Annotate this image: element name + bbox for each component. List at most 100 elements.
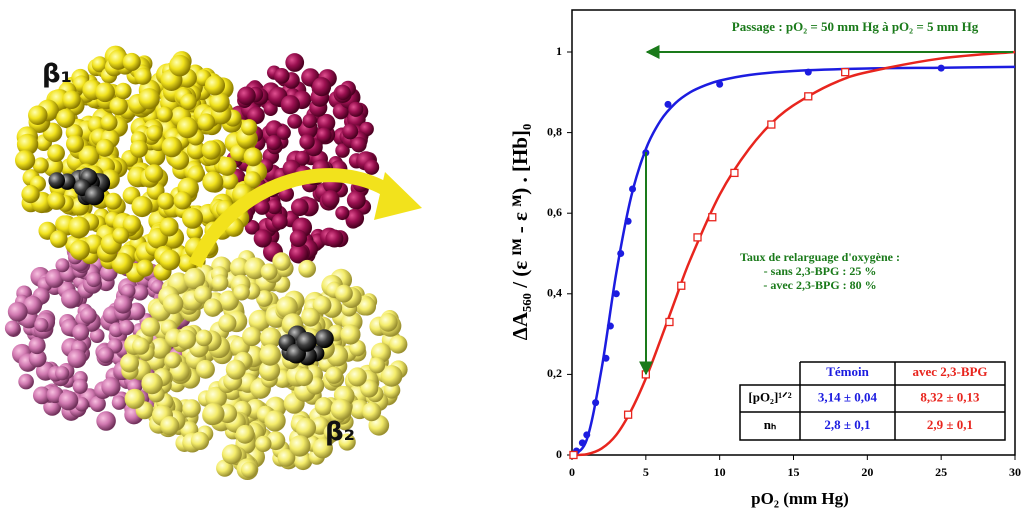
fit-curve [571, 50, 1016, 457]
atom-sphere [276, 296, 298, 318]
atom-sphere [350, 136, 367, 153]
atom-sphere [264, 410, 286, 432]
atom-sphere [65, 134, 85, 153]
atom-sphere [48, 172, 66, 189]
data-point [617, 250, 625, 257]
atom-sphere [96, 138, 114, 157]
atom-sphere [89, 395, 106, 412]
table-row-label: [pO₂]¹ᐟ² [748, 389, 791, 404]
atom-sphere [380, 365, 403, 387]
table-cell: 2,8 ± 0,1 [824, 417, 870, 432]
atom-sphere [101, 377, 121, 397]
atom-sphere [280, 95, 300, 115]
chart: pO₂ (mm Hg) ΔA₅₆₀ / (ε ᴵᴹ - ε ᴹ) . [Hb]₀… [508, 9, 1021, 508]
atom-sphere [330, 398, 352, 420]
atom-sphere [346, 190, 366, 210]
data-point [767, 120, 776, 129]
atom-sphere [28, 337, 46, 355]
atom-sphere [62, 90, 81, 110]
atom-sphere [242, 326, 262, 347]
data-point [804, 92, 813, 101]
atom-sphere [173, 191, 192, 210]
atom-sphere [55, 366, 70, 381]
atom-sphere [197, 113, 216, 131]
data-point [602, 354, 610, 362]
beta1-label: β₁ [42, 59, 72, 89]
plot-frame [571, 9, 1016, 456]
atom-sphere [47, 144, 65, 163]
atom-sphere [323, 424, 341, 442]
atom-sphere [157, 192, 175, 210]
atom-sphere [100, 114, 118, 132]
atom-sphere [294, 150, 310, 166]
atom-sphere [34, 317, 49, 333]
atom-sphere [109, 96, 128, 116]
y-tick-label: 0,8 [547, 124, 562, 138]
atom-sphere [193, 285, 212, 304]
data-point [716, 80, 724, 88]
data-point [937, 64, 945, 72]
atom-sphere [241, 119, 258, 136]
atom-sphere [312, 437, 333, 459]
atom-sphere [104, 192, 122, 210]
atom-sphere [97, 346, 114, 364]
atom-sphere [79, 307, 97, 324]
atom-sphere [183, 267, 206, 290]
atom-sphere [218, 314, 237, 333]
atom-sphere [176, 116, 199, 139]
atom-sphere [186, 140, 206, 160]
atom-sphere [120, 283, 136, 299]
atom-sphere [276, 125, 291, 140]
atom-sphere [160, 416, 180, 436]
atom-sphere [220, 172, 239, 190]
atom-sphere [118, 319, 135, 336]
atom-sphere [335, 143, 350, 158]
table-row-label: nₕ [764, 417, 777, 432]
atom-sphere [335, 84, 351, 101]
atom-sphere [181, 207, 204, 229]
atom-sphere [289, 229, 308, 247]
atom-sphere [290, 198, 309, 217]
atom-sphere [156, 106, 173, 123]
x-tick-label: 0 [569, 465, 575, 479]
atom-sphere [140, 317, 160, 337]
atom-sphere [299, 134, 315, 150]
atom-sphere [273, 68, 290, 84]
atom-sphere [32, 157, 49, 174]
data-point [583, 431, 591, 439]
data-point [629, 185, 637, 193]
atom-sphere [209, 92, 230, 113]
y-tick-label: 1 [556, 44, 562, 58]
atom-sphere [259, 359, 281, 382]
data-point [708, 213, 717, 222]
atom-sphere [72, 323, 90, 341]
x-tick-label: 10 [714, 465, 726, 479]
atom-sphere [211, 274, 229, 292]
atom-sphere [111, 252, 134, 275]
atom-sphere [360, 379, 379, 398]
atom-sphere [47, 192, 66, 210]
atom-sphere [256, 290, 273, 307]
atom-sphere [340, 324, 361, 345]
atom-sphere [16, 133, 39, 156]
atom-sphere [149, 337, 171, 359]
atom-sphere [130, 139, 148, 158]
atom-sphere [321, 190, 340, 208]
atom-sphere [91, 56, 108, 73]
atom-sphere [95, 82, 115, 103]
atom-sphere [248, 309, 271, 332]
atom-sphere [23, 295, 43, 315]
atom-sphere [271, 213, 288, 230]
data-point [578, 439, 586, 447]
atom-sphere [285, 53, 305, 72]
atom-sphere [260, 327, 282, 349]
table-cell: 2,9 ± 0,1 [927, 417, 973, 432]
atom-sphere [244, 219, 260, 235]
atom-sphere [342, 123, 359, 140]
atom-sphere [136, 259, 154, 277]
atom-sphere [196, 359, 215, 379]
atom-sphere [389, 335, 408, 354]
atom-sphere [298, 259, 317, 278]
table-cell: 8,32 ± 0,13 [920, 389, 980, 404]
atom-sphere [363, 159, 380, 175]
